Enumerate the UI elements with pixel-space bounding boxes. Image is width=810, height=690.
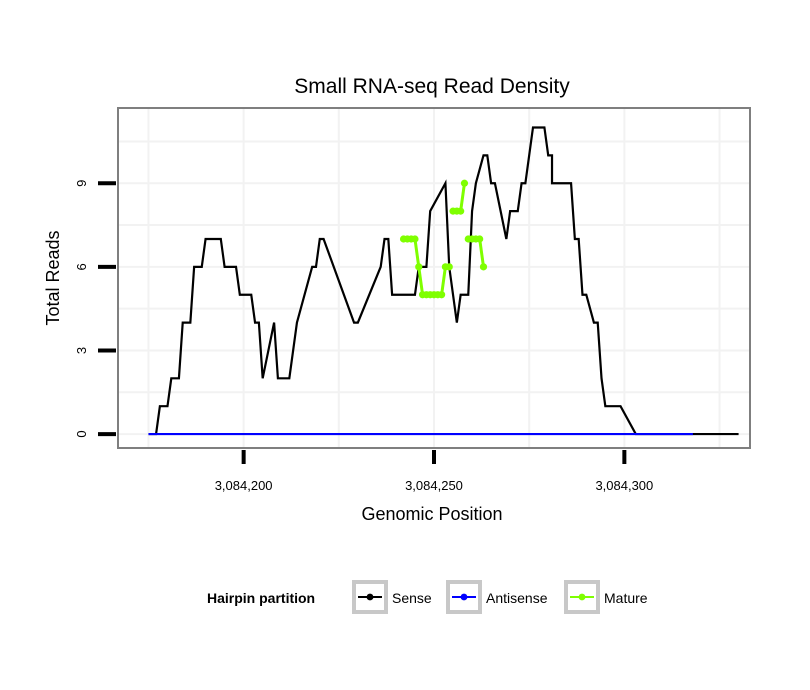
y-tick-label: 3	[74, 347, 89, 354]
legend-item-sense: Sense	[352, 580, 432, 614]
mature-point	[460, 179, 469, 187]
mature-point	[438, 291, 446, 299]
legend-key-point-mature	[578, 593, 586, 601]
x-tick-label: 3,084,200	[215, 478, 273, 493]
legend-key-point-sense	[366, 593, 374, 601]
y-tick-label: 0	[74, 430, 89, 437]
chart-title: Small RNA-seq Read Density	[294, 75, 570, 98]
legend-key-point-antisense	[460, 593, 468, 601]
axes: 3,084,200 3,084,250 3,084,300 0 3 6 9	[74, 180, 653, 493]
plot-border	[117, 107, 751, 449]
legend-title: Hairpin partition	[207, 590, 315, 606]
legend: Hairpin partition Sense Antisense Mature	[207, 580, 648, 614]
legend-item-antisense: Antisense	[446, 580, 548, 614]
legend-item-mature: Mature	[564, 580, 648, 614]
mature-segment	[413, 238, 421, 268]
legend-label-sense: Sense	[392, 590, 432, 606]
x-tick-label: 3,084,250	[405, 478, 463, 493]
mature-point	[457, 207, 465, 215]
grid	[118, 108, 750, 448]
mature-point	[445, 263, 453, 271]
legend-entries: Sense Antisense Mature	[352, 580, 648, 614]
legend-label-mature: Mature	[604, 590, 648, 606]
mature-segment	[459, 183, 466, 212]
mature-segment	[417, 266, 425, 295]
mature-segment	[440, 266, 447, 295]
mature-segment	[478, 238, 485, 268]
y-axis-label: Total Reads	[43, 230, 63, 325]
mature-point	[479, 263, 488, 271]
y-tick-label: 6	[74, 263, 89, 270]
sense-series-line	[148, 126, 739, 436]
mature-point	[411, 235, 419, 243]
mature-point	[476, 235, 484, 243]
y-tick-label: 9	[74, 180, 89, 187]
mature-point	[415, 263, 423, 271]
x-axis-label: Genomic Position	[361, 504, 502, 524]
series-layer	[148, 126, 739, 436]
legend-label-antisense: Antisense	[486, 590, 548, 606]
x-tick-label: 3,084,300	[595, 478, 653, 493]
